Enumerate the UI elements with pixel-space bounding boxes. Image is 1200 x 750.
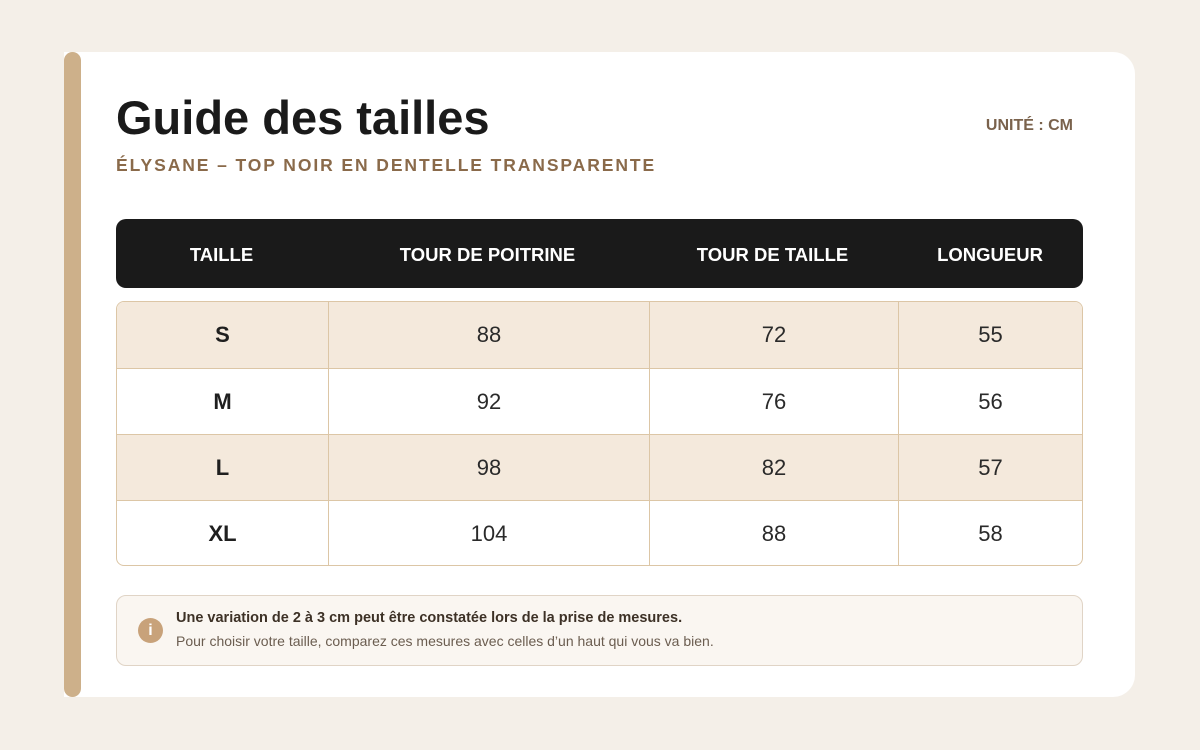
bust-cell: 104 [328, 501, 649, 565]
product-subtitle: ÉLYSANE – TOP NOIR EN DENTELLE TRANSPARE… [116, 155, 657, 175]
note-title: Une variation de 2 à 3 cm peut être cons… [176, 610, 683, 626]
size-cell: M [213, 389, 232, 414]
length-cell: 55 [898, 302, 1082, 368]
info-icon: i [138, 618, 163, 643]
waist-cell: 88 [649, 501, 898, 565]
waist-cell: 82 [649, 435, 898, 501]
length-cell: 56 [898, 369, 1082, 435]
table-header: TAILLE TOUR DE POITRINE TOUR DE TAILLE L… [116, 219, 1083, 288]
table-row: XL 104 88 58 [117, 500, 1082, 565]
length-cell: 57 [898, 435, 1082, 501]
unit-label: UNITÉ : CM [985, 117, 1073, 134]
page-title: Guide des tailles [116, 91, 490, 144]
bust-cell: 98 [328, 435, 649, 501]
length-cell: 58 [898, 501, 1082, 565]
measurement-note: i Une variation de 2 à 3 cm peut être co… [116, 595, 1083, 666]
table-row: S 88 72 55 [117, 302, 1082, 368]
size-cell: L [215, 455, 230, 480]
note-text: Pour choisir votre taille, comparez ces … [176, 633, 714, 649]
column-header-tour-de-taille: TOUR DE TAILLE [696, 244, 849, 265]
waist-cell: 72 [649, 302, 898, 368]
size-cell: S [215, 322, 230, 347]
column-header-longueur: LONGUEUR [937, 244, 1043, 265]
waist-cell: 76 [649, 369, 898, 435]
size-table: S 88 72 55 M 92 76 56 L 98 82 57 XL 104 … [116, 301, 1083, 566]
bust-cell: 88 [328, 302, 649, 368]
column-header-tour-de-poitrine: TOUR DE POITRINE [399, 244, 576, 265]
table-row: L 98 82 57 [117, 434, 1082, 501]
accent-bar [64, 52, 81, 697]
bust-cell: 92 [328, 369, 649, 435]
table-row: M 92 76 56 [117, 368, 1082, 435]
size-cell: XL [208, 521, 237, 546]
column-header-taille: TAILLE [189, 244, 254, 265]
